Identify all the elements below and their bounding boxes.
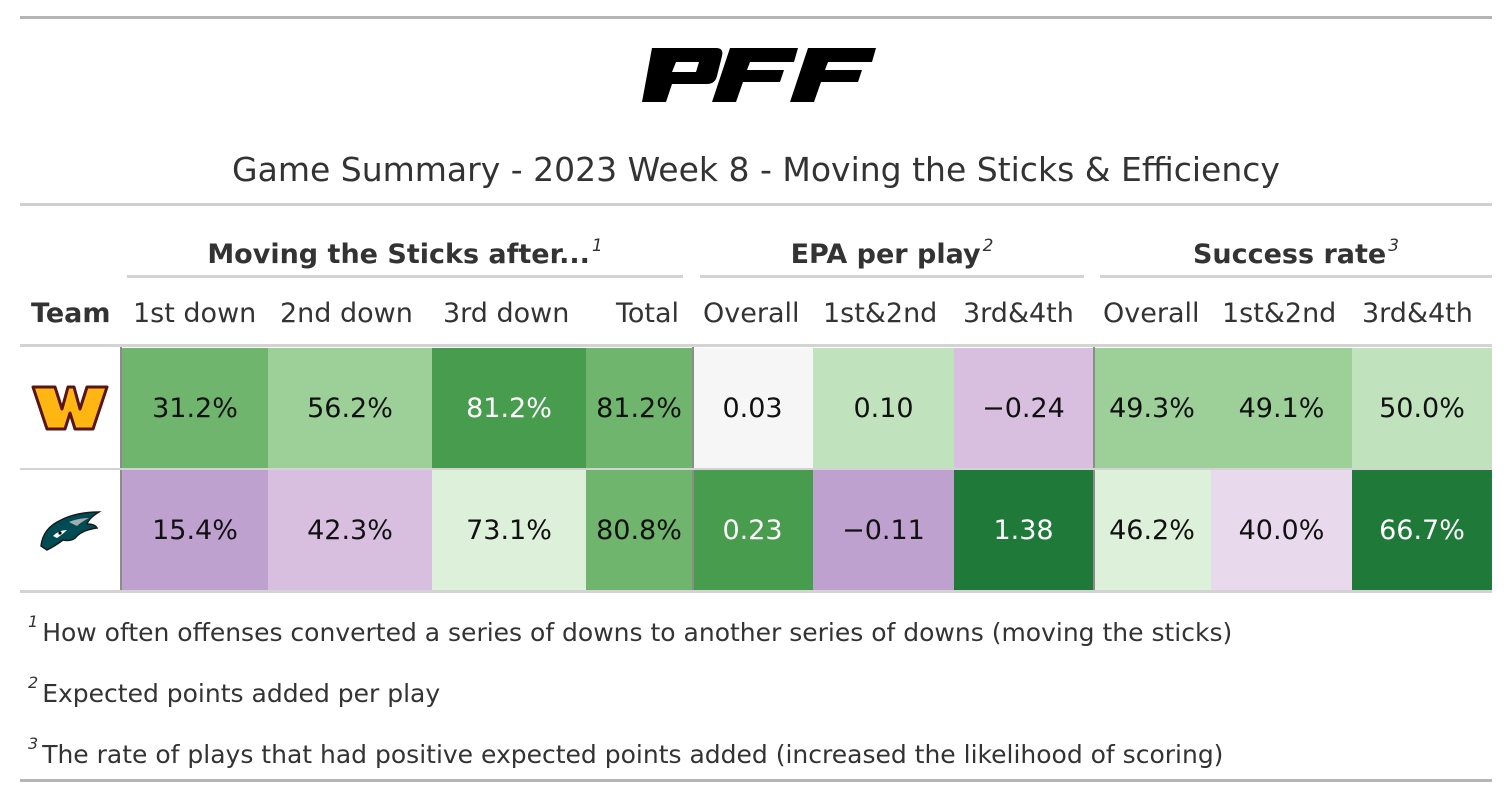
footnote-text: Expected points added per play [42,679,441,708]
column-header: Total [616,298,680,329]
table-cell: 0.10 [813,348,954,468]
footnote-2: 2 Expected points added per play [28,673,440,708]
column-header: 3rd down [443,298,570,329]
spanner-underline [700,275,1084,278]
table-cell: 42.3% [268,470,432,590]
table-cell: 0.03 [692,348,813,468]
column-header: 2nd down [280,298,413,329]
table-cell: 46.2% [1093,470,1211,590]
spanner-footnote-mark: 3 [1388,236,1400,256]
spanner-footnote-mark: 2 [982,236,994,256]
spanner-label: Moving the Sticks after... [207,239,590,270]
footnote-text: The rate of plays that had positive expe… [42,740,1224,769]
column-header: 3rd&4th [1362,298,1473,329]
footnote-1: 1 How often offenses converted a series o… [28,612,1232,647]
column-header: Overall [1103,298,1200,329]
spanner-label: Success rate [1192,239,1387,270]
table-cell: 1.38 [954,470,1093,590]
title-rule [20,203,1492,206]
table-cell: 31.2% [122,348,268,468]
column-header: 1st&2nd [823,298,938,329]
column-header-team: Team [31,298,111,329]
spanner-underline [1100,275,1492,278]
pff-logo-icon [620,38,892,112]
table-cell: 49.1% [1211,348,1352,468]
table-cell: −0.11 [813,470,954,590]
table-cell: 81.2% [432,348,586,468]
body-bottom-rule [20,590,1492,593]
spanner-success-rate: Success rate 3 [1100,224,1492,270]
column-header: 1st down [133,298,257,329]
footnote-text: How often offenses converted a series of… [42,618,1233,647]
footnote-mark: 3 [28,734,39,753]
table-cell: 50.0% [1352,348,1492,468]
team-cell-eagles [20,470,120,590]
footnote-mark: 1 [28,612,39,631]
top-rule [20,16,1492,19]
table-title: Game Summary - 2023 Week 8 - Moving the … [232,150,1280,189]
spanner-underline [127,275,683,278]
spanner-footnote-mark: 1 [591,236,603,256]
table-cell: −0.24 [954,348,1093,468]
footnote-mark: 2 [28,673,39,692]
table-cell: 80.8% [586,470,692,590]
column-header: 3rd&4th [963,298,1074,329]
header-rule [20,344,1492,347]
column-header: 1st&2nd [1222,298,1337,329]
team-cell-commanders [20,348,120,468]
spanner-moving-sticks: Moving the Sticks after... 1 [127,224,683,270]
row-divider [20,468,1492,470]
table-cell: 0.23 [692,470,813,590]
spanner-label: EPA per play [790,239,981,270]
table-cell: 66.7% [1352,470,1492,590]
commanders-logo-icon [31,385,109,431]
eagles-logo-icon [40,511,102,551]
table-cell: 15.4% [122,470,268,590]
table-cell: 40.0% [1211,470,1352,590]
column-header: Overall [703,298,800,329]
spanner-epa: EPA per play 2 [700,224,1084,270]
table-cell: 56.2% [268,348,432,468]
bottom-rule [20,779,1492,782]
footnote-3: 3 The rate of plays that had positive exp… [28,734,1223,769]
table-cell: 49.3% [1093,348,1211,468]
table-cell: 73.1% [432,470,586,590]
table-cell: 81.2% [586,348,692,468]
